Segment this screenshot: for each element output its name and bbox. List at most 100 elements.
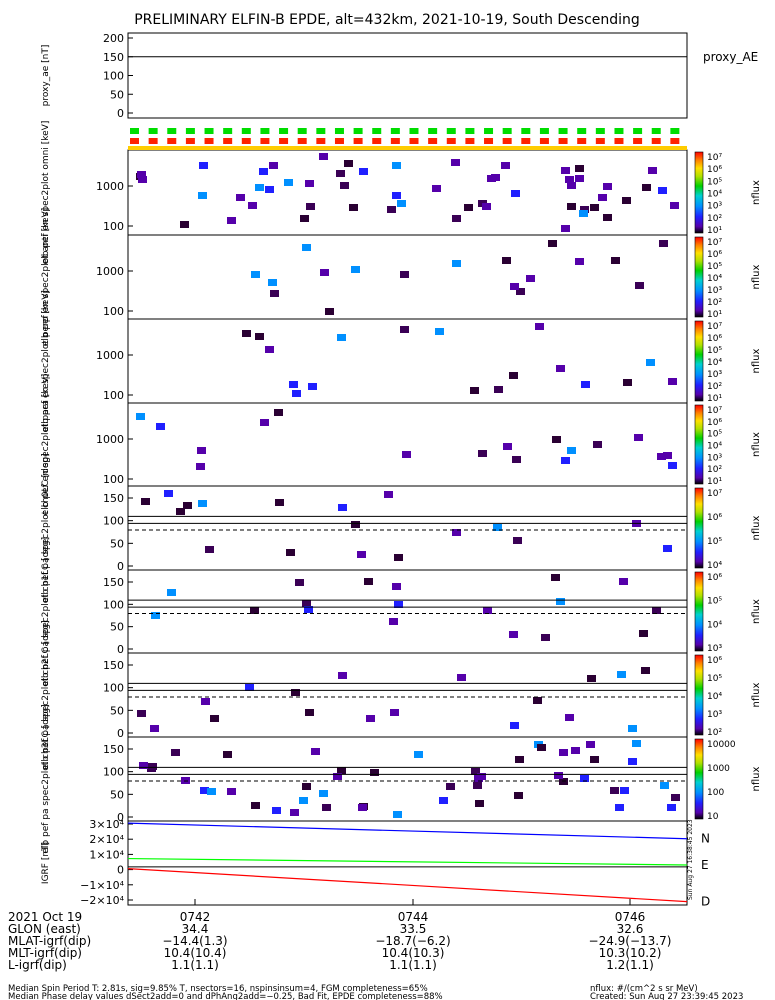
y-tick-label: 150 bbox=[103, 51, 124, 64]
panel-ylabel: proxy_ae [nT] bbox=[41, 45, 51, 107]
spectrogram-cell bbox=[537, 744, 546, 751]
spectrogram-cell bbox=[250, 607, 259, 614]
spectrogram-cell bbox=[319, 153, 328, 160]
flag-red bbox=[484, 138, 494, 144]
spectrogram-cell bbox=[357, 551, 366, 558]
spectrogram-cell bbox=[548, 240, 557, 247]
panel-ylabel: elb pef pa spec2plot ch1LC [deg] bbox=[41, 537, 51, 686]
spectrogram-cell bbox=[389, 618, 398, 625]
spectrogram-cell bbox=[648, 167, 657, 174]
spectrogram-cell bbox=[139, 762, 148, 769]
y-tick-label: 150 bbox=[103, 576, 124, 589]
spectrogram-cell bbox=[457, 674, 466, 681]
panel-frame bbox=[127, 149, 688, 236]
y-tick-label: 100 bbox=[103, 220, 124, 233]
spectrogram-cell bbox=[660, 782, 669, 789]
spectrogram-cell bbox=[593, 441, 602, 448]
spectrogram-cell bbox=[642, 184, 651, 191]
y-tick-label: −1×10⁴ bbox=[80, 879, 124, 892]
spectrogram-cell bbox=[567, 182, 576, 189]
spectrogram-cell bbox=[393, 811, 402, 818]
flag-red bbox=[353, 138, 363, 144]
panel-anti: elb pef en spec2plot anti [keV] 1000 100 10… bbox=[41, 208, 762, 346]
flag-green bbox=[595, 128, 605, 134]
y-tick-label: 100 bbox=[103, 305, 124, 318]
colorbar-tick-label: 10³ bbox=[707, 710, 722, 720]
spectrogram-cell bbox=[344, 160, 353, 167]
y-tick-label: 200 bbox=[103, 32, 124, 45]
colorbar-tick-label: 10³ bbox=[707, 286, 722, 296]
flag-green bbox=[465, 128, 475, 134]
spectrogram-cell bbox=[646, 359, 655, 366]
flag-red bbox=[614, 138, 624, 144]
spectrogram-cell bbox=[590, 204, 599, 211]
flag-green bbox=[502, 128, 512, 134]
colorbar-label: nflux bbox=[751, 432, 762, 457]
spectrogram-cell bbox=[402, 451, 411, 458]
spectrogram-cell bbox=[620, 787, 629, 794]
flag-red bbox=[260, 138, 270, 144]
spectrogram-cell bbox=[515, 756, 524, 763]
spectrogram-cell bbox=[452, 260, 461, 267]
spectrogram-cell bbox=[586, 741, 595, 748]
plot-title: PRELIMINARY ELFIN-B EPDE, alt=432km, 202… bbox=[134, 12, 640, 28]
spectrogram-cell bbox=[210, 715, 219, 722]
spectrogram-cell bbox=[397, 200, 406, 207]
colorbar-tick-label: 10⁶ bbox=[707, 656, 722, 666]
panel-ch0LC: elb pef pa spec2plot ch0LC [deg] 150 100 50… bbox=[41, 453, 762, 602]
y-tick-label: 50 bbox=[110, 788, 124, 801]
spectrogram-cell bbox=[400, 271, 409, 278]
spectrogram-cell bbox=[659, 240, 668, 247]
x-cell-value: −14.4(1.3) bbox=[162, 934, 227, 948]
colorbar-tick-label: 10 bbox=[707, 812, 719, 822]
panel-proxy-ae: proxy_ae [nT] 200 150 100 50 0 proxy_AE bbox=[41, 32, 758, 120]
spectrogram-cell bbox=[290, 809, 299, 816]
y-tick-label: 150 bbox=[103, 743, 124, 756]
spectrogram-cell bbox=[559, 749, 568, 756]
y-tick-label: 0 bbox=[117, 643, 124, 656]
spectrogram-cell bbox=[414, 751, 423, 758]
colorbar bbox=[694, 320, 704, 402]
spectrogram-cell bbox=[366, 715, 375, 722]
spectrogram-cell bbox=[248, 202, 257, 209]
flag-bar bbox=[128, 146, 687, 150]
panel-ch2LC: elb pef pa spec2plot ch2LC [deg] 150 100 50… bbox=[41, 620, 762, 769]
spectrogram-cell bbox=[392, 192, 401, 199]
colorbar-tick-label: 10² bbox=[707, 728, 722, 738]
flag-red bbox=[372, 138, 382, 144]
spectrogram-cell bbox=[336, 170, 345, 177]
spectrogram-cell bbox=[148, 763, 157, 770]
spectrogram-cell bbox=[176, 508, 185, 515]
flag-green bbox=[334, 128, 344, 134]
y-tick-label: 0 bbox=[117, 727, 124, 740]
colorbar-tick-label: 10⁶ bbox=[707, 334, 722, 344]
flag-red bbox=[279, 138, 289, 144]
x-row-label: GLON (east) bbox=[8, 922, 81, 936]
spectrogram-cell bbox=[619, 578, 628, 585]
panel-frame bbox=[127, 652, 688, 738]
colorbar-tick-label: 10⁴ bbox=[707, 620, 722, 630]
spectrogram-cell bbox=[567, 447, 576, 454]
colorbar bbox=[694, 738, 704, 820]
spectrogram-cell bbox=[337, 767, 346, 774]
vertical-stamp: Sun Aug 27 16:38:45 2023 bbox=[687, 819, 694, 900]
panel-frame bbox=[127, 32, 688, 119]
colorbar-label: nflux bbox=[751, 180, 762, 205]
flag-green bbox=[390, 128, 400, 134]
igrf-legend-D: D bbox=[701, 895, 710, 909]
x-row-label: 2021 Oct 19 bbox=[8, 910, 82, 924]
spectrogram-cell bbox=[394, 601, 403, 608]
y-tick-label: 1000 bbox=[96, 349, 124, 362]
flag-green bbox=[539, 128, 549, 134]
spectrogram-cell bbox=[478, 450, 487, 457]
spectrogram-cell bbox=[567, 203, 576, 210]
flag-green bbox=[372, 128, 382, 134]
y-tick-label: 100 bbox=[103, 389, 124, 402]
flag-green bbox=[428, 128, 438, 134]
spectrogram-cell bbox=[200, 787, 209, 794]
spectrogram-cell bbox=[663, 545, 672, 552]
colorbar-label: nflux bbox=[751, 348, 762, 373]
spectrogram-cell bbox=[451, 159, 460, 166]
spectrogram-cell bbox=[259, 168, 268, 175]
